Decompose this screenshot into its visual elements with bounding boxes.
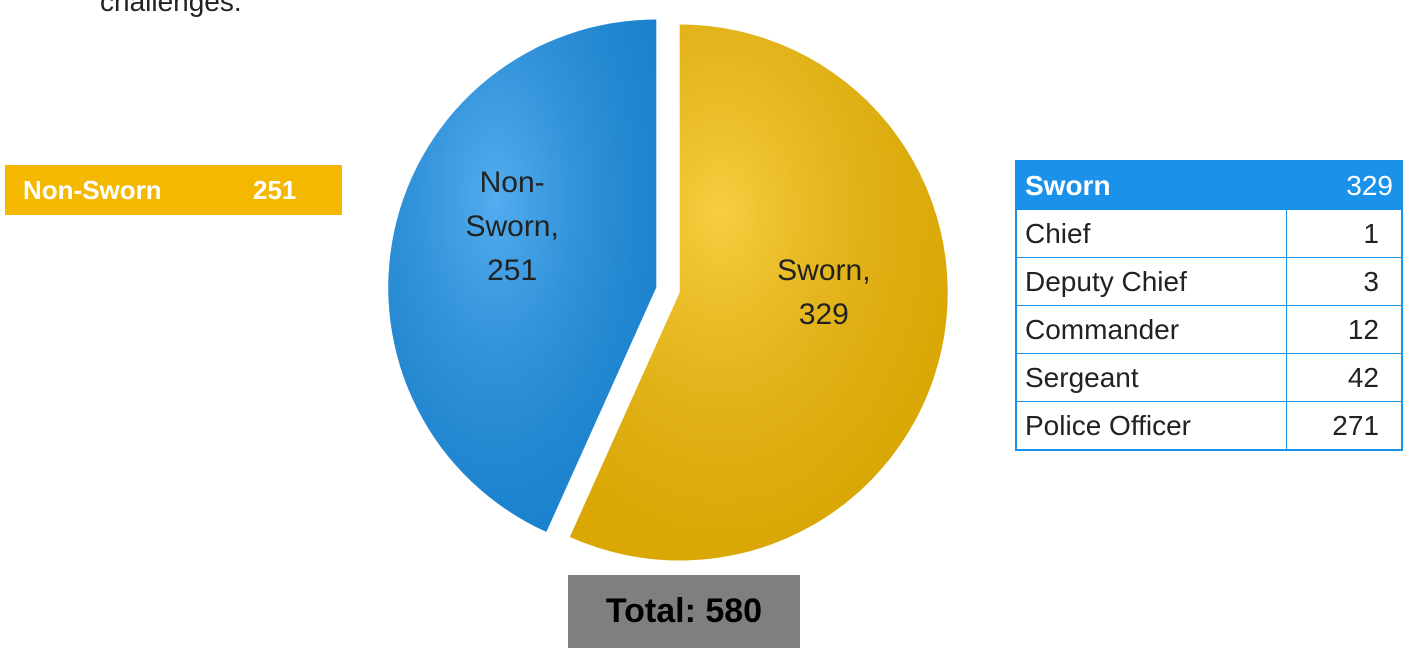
table-cell: Deputy Chief [1015,257,1288,306]
side-label-name: Non-Sworn [23,174,162,205]
table-row: Police Officer 271 [1015,401,1403,451]
sworn-table: Sworn 329 Chief 1 Deputy Chief 3 Commander 12 Se… [1015,160,1403,451]
table-cell: 1 [1286,209,1403,258]
table-row: Deputy Chief 3 [1015,257,1403,306]
data-label: Sworn, 329 [777,254,871,332]
table-cell: Chief [1015,209,1288,258]
table-cell: 12 [1286,305,1403,354]
table-cell: 271 [1286,401,1403,451]
table-cell: 42 [1286,353,1403,402]
table-header: Sworn 329 [1015,160,1403,210]
side-label: Non-Sworn 251 [5,165,342,215]
table-cell: 3 [1286,257,1403,306]
data-label: Non-Sworn, 251 [465,165,559,287]
slice-shade [569,24,948,561]
table-cell: Sergeant [1015,353,1288,402]
slice-shade [388,19,657,532]
table-cell: Police Officer [1015,401,1288,451]
table-row: Chief 1 [1015,209,1403,258]
total-box: Total: 580 [568,575,800,648]
header-cell: 329 [1286,160,1403,210]
body-text: challenges. [100,0,242,17]
table-cell: Commander [1015,305,1288,354]
header-cell: Sworn [1015,160,1288,210]
side-label-value: 251 [253,174,297,205]
table-row: Sergeant 42 [1015,353,1403,402]
table-row: Commander 12 [1015,305,1403,354]
